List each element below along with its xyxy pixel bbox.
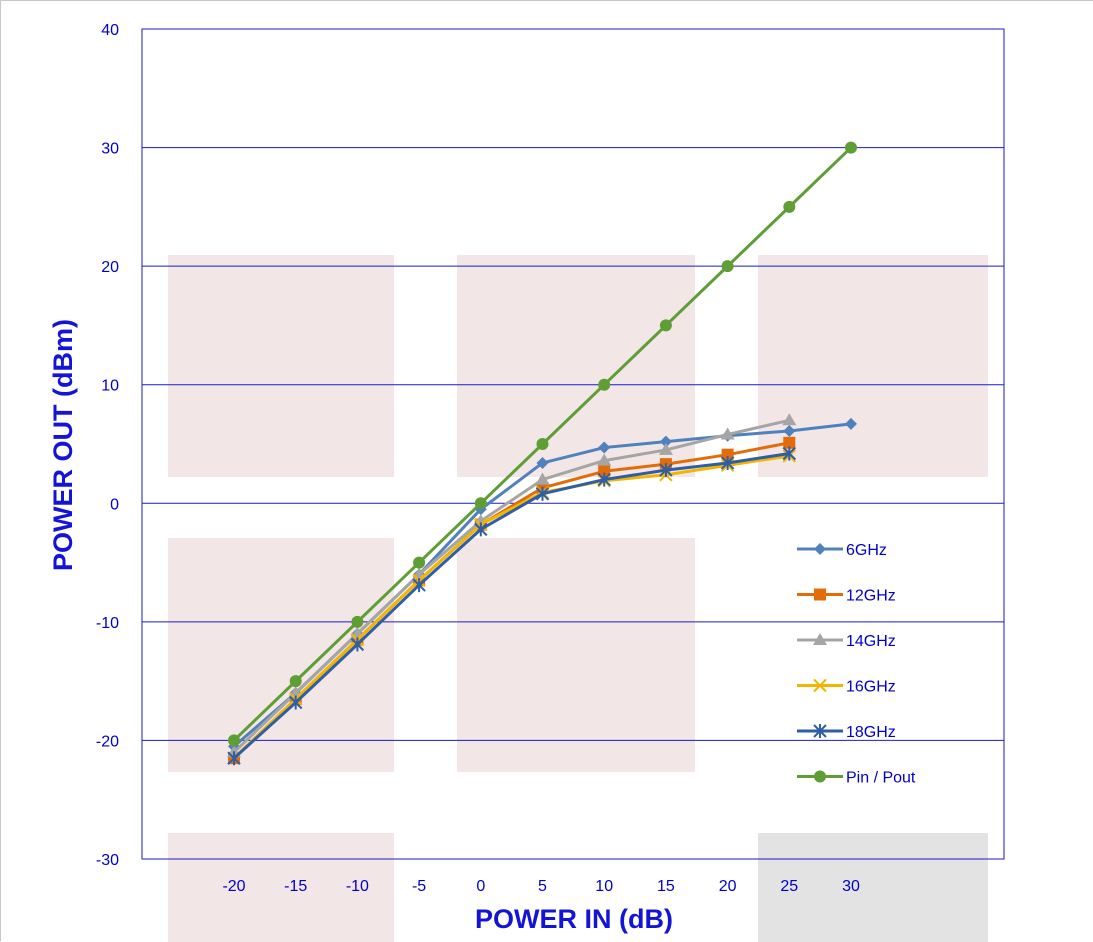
x-tick-label: -20 [222, 878, 245, 895]
legend-item: 14GHz [797, 633, 896, 650]
data-point [659, 463, 673, 478]
legend-marker [814, 770, 826, 783]
data-point [597, 453, 612, 466]
gridlines [142, 147, 1004, 741]
background-block [758, 833, 988, 942]
y-tick-label: 30 [101, 141, 119, 158]
legend-marker [814, 543, 826, 555]
x-axis-ticks: -20 -15 -10 -5 0 5 10 15 20 25 30 [222, 878, 860, 895]
legend-item: Pin / Pout [797, 770, 916, 787]
data-point [228, 734, 240, 747]
x-tick-label: 20 [719, 878, 737, 895]
data-point [598, 441, 611, 454]
background-block [457, 255, 695, 477]
y-tick-label: 40 [101, 22, 119, 39]
background-blocks [168, 255, 988, 942]
x-tick-label: -10 [346, 878, 369, 895]
x-tick-label: -5 [412, 878, 426, 895]
legend-marker [814, 588, 826, 601]
legend-label: Pin / Pout [846, 770, 916, 787]
x-tick-label: 0 [476, 878, 485, 895]
background-block [168, 538, 394, 772]
legend-item: 12GHz [797, 588, 896, 605]
data-point [351, 615, 364, 628]
data-point [412, 578, 426, 593]
data-point [658, 442, 673, 455]
legend-label: 18GHz [846, 724, 896, 741]
legend-item: 6GHz [797, 542, 887, 559]
data-point [350, 637, 365, 652]
x-tick-label: 10 [595, 878, 613, 895]
data-point [289, 675, 302, 688]
data-point [845, 417, 857, 430]
data-point [535, 472, 550, 485]
data-point [782, 413, 797, 426]
legend-label: 16GHz [846, 679, 896, 696]
legend-marker [813, 633, 827, 645]
y-tick-label: -10 [96, 615, 119, 632]
x-tick-label: 15 [657, 878, 675, 895]
series-line [232, 454, 790, 760]
data-point [288, 695, 303, 710]
y-tick-label: 10 [101, 378, 119, 395]
data-point [783, 424, 796, 437]
data-point [474, 497, 487, 510]
plot-area [141, 28, 1005, 860]
data-point [413, 556, 426, 569]
legend-item: 16GHz [797, 679, 896, 696]
series-18ghz [227, 446, 797, 766]
data-point [720, 427, 735, 440]
x-tick-label: 25 [780, 878, 798, 895]
y-tick-label: 20 [101, 259, 119, 276]
background-block [758, 255, 988, 477]
legend-label: 14GHz [846, 633, 896, 650]
data-point [845, 141, 857, 154]
data-point [536, 438, 549, 450]
data-point [783, 200, 796, 213]
data-point [782, 446, 797, 461]
background-block [168, 833, 394, 942]
legend: 6GHz 12GHz 14GHz 16GHz 18GHz Pin / Pout [797, 542, 916, 787]
data-point [659, 435, 672, 448]
data-point [720, 455, 735, 470]
legend-marker [813, 678, 827, 693]
data-point [227, 751, 241, 766]
data-point [598, 378, 611, 391]
x-tick-label: 5 [538, 878, 547, 895]
data-point [474, 522, 488, 537]
series-line [232, 452, 790, 760]
legend-marker [813, 724, 827, 738]
data-point [721, 260, 734, 273]
data-point [783, 436, 796, 449]
x-tick-label: -15 [284, 878, 307, 895]
data-point [598, 465, 611, 478]
background-block [457, 538, 695, 772]
series-lines [227, 141, 857, 766]
y-tick-label: -20 [96, 733, 119, 750]
data-point [535, 486, 550, 501]
legend-item: 18GHz [797, 724, 896, 741]
x-axis-title: POWER IN (dB) [475, 904, 673, 934]
legend-label: 6GHz [846, 542, 887, 559]
series-line [232, 418, 790, 754]
x-tick-label: 30 [842, 878, 860, 895]
data-point [721, 448, 734, 461]
series-pin-pout [228, 141, 857, 747]
y-axis-ticks: 40 30 20 10 0 -10 -20 -30 [96, 22, 119, 869]
data-point [659, 319, 672, 332]
y-tick-label: 0 [110, 496, 119, 513]
background-block [168, 255, 394, 477]
y-tick-label: -30 [96, 852, 119, 869]
data-point [597, 472, 611, 487]
y-axis-title: POWER OUT (dBm) [48, 319, 78, 571]
legend-label: 12GHz [846, 588, 896, 605]
data-point [536, 456, 549, 469]
